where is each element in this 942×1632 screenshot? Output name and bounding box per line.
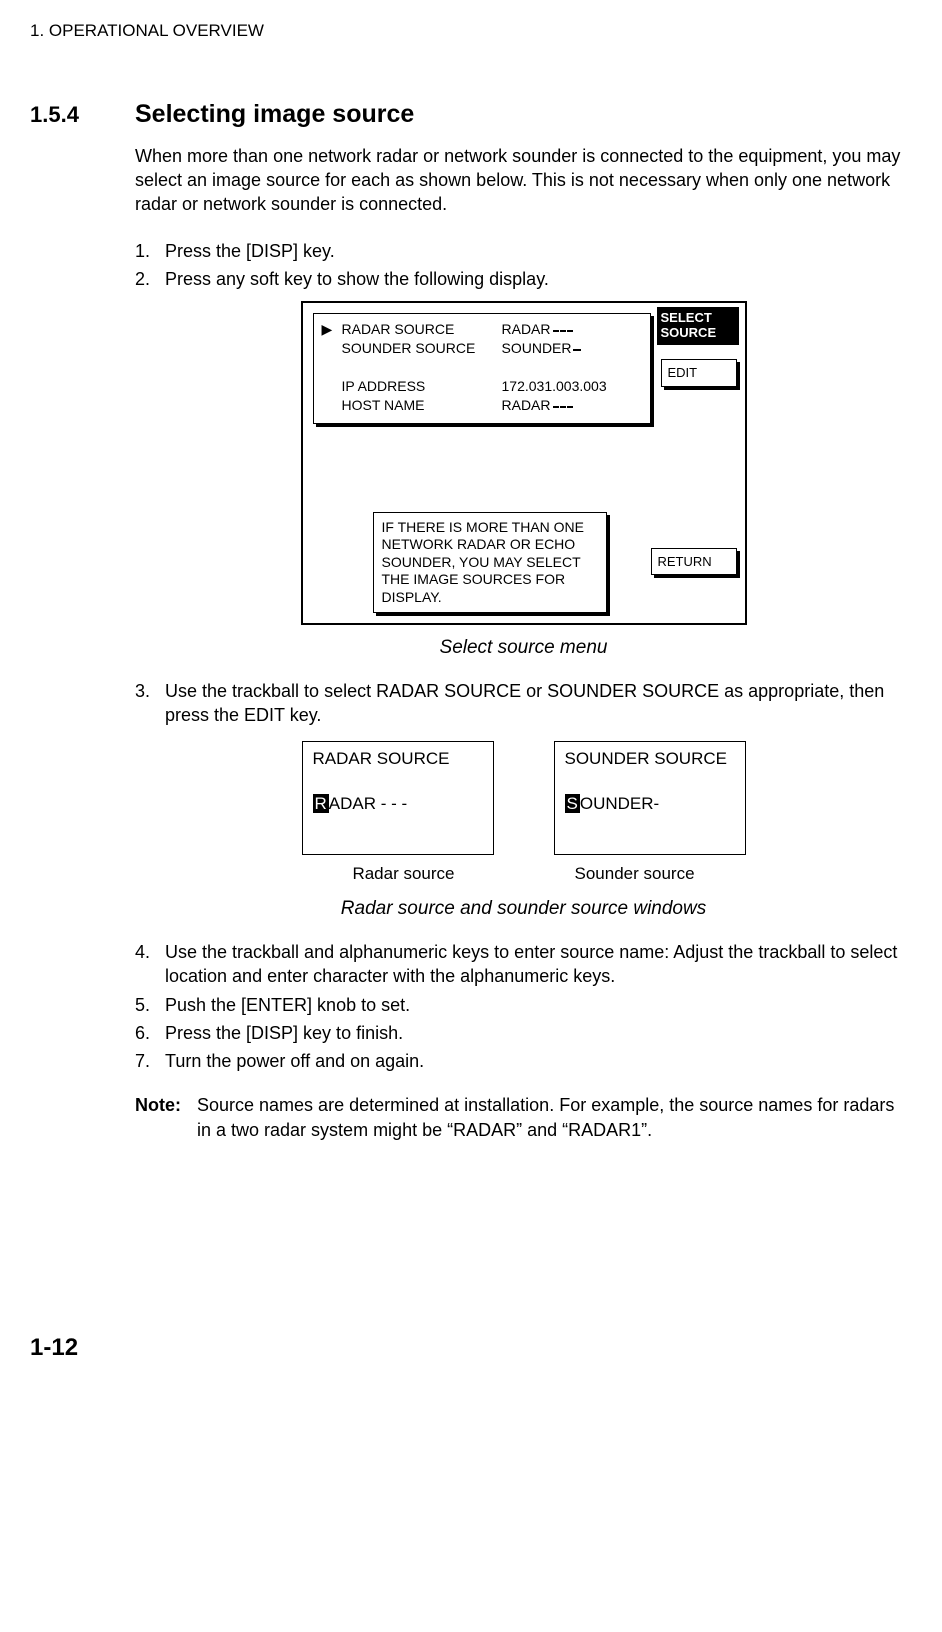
- row-marker: [322, 396, 342, 415]
- row-marker: [322, 339, 342, 358]
- figure-caption-1: Select source menu: [135, 635, 912, 661]
- steps-list-b: 4.Use the trackball and alphanumeric key…: [135, 940, 912, 1073]
- page-header: 1. OPERATIONAL OVERVIEW: [30, 20, 912, 43]
- step-text: Turn the power off and on again.: [165, 1049, 424, 1073]
- note-label: Note:: [135, 1093, 197, 1142]
- inverted-char: R: [313, 794, 329, 813]
- intro-paragraph: When more than one network radar or netw…: [135, 144, 912, 217]
- list-item: 2.Press any soft key to show the followi…: [135, 267, 912, 291]
- step-number: 2.: [135, 267, 165, 291]
- step-text: Push the [ENTER] knob to set.: [165, 993, 410, 1017]
- sounder-source-box: SOUNDER SOURCE SOUNDER-: [554, 741, 746, 855]
- step-number: 4.: [135, 940, 165, 989]
- inverted-char: S: [565, 794, 580, 813]
- row-label: SOUNDER SOURCE: [342, 339, 502, 358]
- edit-softkey[interactable]: EDIT: [661, 359, 737, 387]
- list-item: 3.Use the trackball to select RADAR SOUR…: [135, 679, 912, 728]
- row-marker: [322, 377, 342, 396]
- softkey-line2: SOURCE: [661, 326, 735, 341]
- page-number: 1-12: [30, 1332, 912, 1364]
- select-source-figure: ▶ RADAR SOURCE RADAR SOUNDER SOURCE SOUN…: [301, 301, 747, 625]
- list-row: ▶ RADAR SOURCE RADAR: [322, 320, 642, 339]
- step-text: Use the trackball and alphanumeric keys …: [165, 940, 912, 989]
- step-text: Press any soft key to show the following…: [165, 267, 549, 291]
- return-softkey[interactable]: RETURN: [651, 548, 737, 576]
- list-row: HOST NAME RADAR: [322, 396, 642, 415]
- source-windows-labels: Radar source Sounder source: [135, 863, 912, 886]
- label-right: Sounder source: [575, 863, 695, 886]
- row-marker: ▶: [322, 320, 342, 339]
- list-item: 1.Press the [DISP] key.: [135, 239, 912, 263]
- step-number: 3.: [135, 679, 165, 728]
- box-value: SOUNDER-: [565, 793, 735, 816]
- step-number: 1.: [135, 239, 165, 263]
- rest-chars: ADAR - - -: [329, 794, 407, 813]
- row-value: 172.031.003.003: [502, 377, 642, 396]
- help-text-box: IF THERE IS MORE THAN ONE NETWORK RADAR …: [373, 512, 607, 614]
- step-text: Press the [DISP] key.: [165, 239, 335, 263]
- row-label: RADAR SOURCE: [342, 320, 502, 339]
- box-title: SOUNDER SOURCE: [565, 748, 735, 771]
- row-value: RADAR: [502, 396, 642, 415]
- row-label: IP ADDRESS: [342, 377, 502, 396]
- step-text: Press the [DISP] key to finish.: [165, 1021, 403, 1045]
- box-value: RADAR - - -: [313, 793, 483, 816]
- note-block: Note: Source names are determined at ins…: [135, 1093, 912, 1142]
- list-row: [322, 358, 642, 377]
- label-left: Radar source: [352, 863, 454, 886]
- list-item: 7.Turn the power off and on again.: [135, 1049, 912, 1073]
- source-windows-figure: RADAR SOURCE RADAR - - - SOUNDER SOURCE …: [135, 741, 912, 855]
- list-row: IP ADDRESS 172.031.003.003: [322, 377, 642, 396]
- steps-list-continue: 3.Use the trackball to select RADAR SOUR…: [135, 679, 912, 728]
- section-number: 1.5.4: [30, 100, 135, 130]
- step-number: 5.: [135, 993, 165, 1017]
- step-text: Use the trackball to select RADAR SOURCE…: [165, 679, 912, 728]
- select-source-softkey[interactable]: SELECT SOURCE: [657, 307, 739, 345]
- rest-chars: OUNDER-: [580, 794, 659, 813]
- list-row: SOUNDER SOURCE SOUNDER: [322, 339, 642, 358]
- list-item: 6.Press the [DISP] key to finish.: [135, 1021, 912, 1045]
- row-value: SOUNDER: [502, 339, 642, 358]
- steps-list-a: 1.Press the [DISP] key. 2.Press any soft…: [135, 239, 912, 292]
- step-number: 6.: [135, 1021, 165, 1045]
- figure-caption-2: Radar source and sounder source windows: [135, 896, 912, 922]
- radar-source-box: RADAR SOURCE RADAR - - -: [302, 741, 494, 855]
- box-title: RADAR SOURCE: [313, 748, 483, 771]
- list-item: 4.Use the trackball and alphanumeric key…: [135, 940, 912, 989]
- source-list-box: ▶ RADAR SOURCE RADAR SOUNDER SOURCE SOUN…: [313, 313, 651, 423]
- row-label: HOST NAME: [342, 396, 502, 415]
- section-title: Selecting image source: [135, 98, 414, 132]
- note-text: Source names are determined at installat…: [197, 1093, 912, 1142]
- softkey-line1: SELECT: [661, 311, 735, 326]
- row-value: RADAR: [502, 320, 642, 339]
- step-number: 7.: [135, 1049, 165, 1073]
- list-item: 5.Push the [ENTER] knob to set.: [135, 993, 912, 1017]
